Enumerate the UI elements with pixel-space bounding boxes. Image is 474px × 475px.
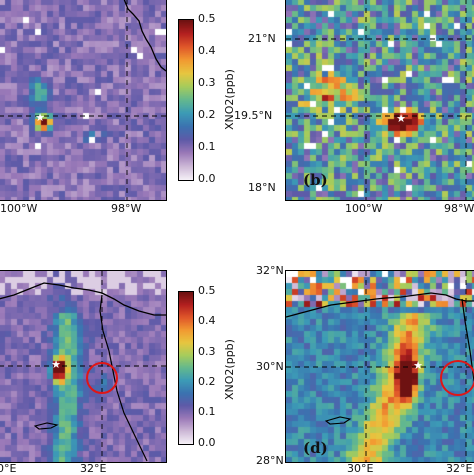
highlight-circle-d	[440, 360, 474, 396]
star-marker-d: ★	[413, 359, 423, 372]
ytick-b-1: 19.5°N	[234, 109, 273, 122]
cbar-bot-tick-2: 0.3	[198, 345, 216, 358]
ytick-b-0: 21°N	[248, 32, 276, 45]
ytick-d-2: 28°N	[256, 454, 284, 467]
coastline-d	[286, 292, 474, 318]
xtick-d-0: 30°E	[347, 462, 374, 475]
no2-heatmap-a	[0, 0, 166, 200]
xtick-a-1: 98°W	[111, 202, 142, 215]
cbar-bot-tick-5: 0.0	[198, 436, 216, 449]
overlay-b: ★	[286, 0, 474, 200]
cbar-top-tick-1: 0.4	[198, 44, 216, 57]
star-marker-b: ★	[396, 112, 406, 125]
no2-heatmap-b	[286, 0, 474, 200]
lake-shape-d	[324, 416, 352, 425]
star-marker-a: ★	[35, 111, 45, 124]
no2-heatmap-c	[0, 271, 166, 462]
xtick-d-1: 32°E	[446, 462, 473, 475]
cbar-top-tick-0: 0.5	[198, 12, 216, 25]
star-marker-c: ★	[51, 358, 61, 371]
cbar-top-tick-2: 0.3	[198, 76, 216, 89]
nile-delta-line	[99, 294, 148, 462]
cbar-bot-tick-1: 0.4	[198, 314, 216, 327]
xtick-b-0: 100°W	[345, 202, 383, 215]
coastline-c	[0, 282, 166, 316]
ytick-d-1: 30°N	[256, 360, 284, 373]
xtick-b-1: 98°W	[444, 202, 474, 215]
no2-heatmap-d	[286, 271, 474, 462]
ytick-b-2: 18°N	[248, 181, 276, 194]
panel-d-label: (d)	[303, 439, 328, 457]
highlight-circle-c	[86, 362, 118, 394]
xtick-a-0: 100°W	[0, 202, 38, 215]
map-panel-a: ★	[0, 0, 167, 201]
colorbar-bottom-gradient	[179, 292, 193, 444]
cbar-top-tick-4: 0.1	[198, 140, 216, 153]
cbar-bot-tick-4: 0.1	[198, 405, 216, 418]
colorbar-bottom	[178, 291, 194, 445]
cbar-top-tick-5: 0.0	[198, 172, 216, 185]
overlay-d: ★	[286, 271, 474, 462]
colorbar-top-gradient	[179, 20, 193, 180]
map-panel-b: ★ (b)	[285, 0, 474, 201]
cbar-bot-tick-0: 0.5	[198, 284, 216, 297]
overlay-c: ★	[0, 271, 166, 462]
overlay-a: ★	[0, 0, 166, 200]
coastline-a	[123, 0, 166, 72]
panel-b-label: (b)	[303, 171, 328, 189]
ytick-d-0: 32°N	[256, 264, 284, 277]
cbar-bottom-label: XNO2(ppb)	[223, 339, 236, 400]
map-panel-c: ★	[0, 270, 167, 463]
colorbar-top	[178, 19, 194, 181]
coast-edge-d	[461, 298, 474, 386]
lake-shape-c	[33, 422, 59, 430]
cbar-top-tick-3: 0.2	[198, 108, 216, 121]
map-panel-d: ★ (d)	[285, 270, 474, 463]
cbar-bot-tick-3: 0.2	[198, 375, 216, 388]
xtick-c-0: 30°E	[0, 462, 17, 475]
xtick-c-1: 32°E	[80, 462, 107, 475]
